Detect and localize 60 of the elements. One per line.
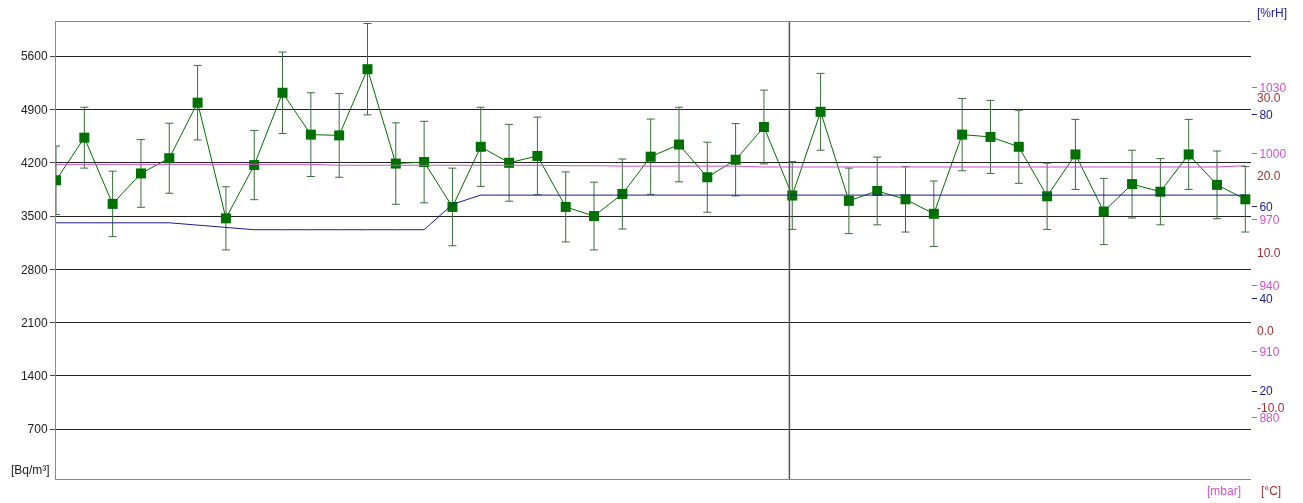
point [334, 130, 345, 141]
point [532, 150, 543, 161]
y-axis-title: [Bq/m³] [11, 463, 50, 477]
point [79, 132, 90, 143]
point [390, 158, 401, 169]
text: [°C] [1261, 484, 1282, 498]
point [815, 106, 826, 117]
y2-tick-label: 60 [1259, 199, 1274, 214]
y2-tick-label: 40 [1259, 292, 1274, 307]
point [1240, 194, 1251, 205]
point [928, 208, 939, 219]
y-tick-label: 4900 [20, 102, 48, 117]
point [957, 129, 968, 140]
text: 0.0 [1257, 324, 1275, 338]
y3-tick-label: 910 [1259, 344, 1280, 359]
point [135, 168, 146, 179]
point [730, 154, 741, 165]
point [702, 172, 713, 183]
text: -10.0 [1257, 401, 1285, 415]
point [1127, 179, 1138, 190]
point [1070, 149, 1081, 160]
y3-tick-label: 970 [1259, 212, 1280, 227]
point [475, 141, 486, 152]
y-tick-label: 2100 [20, 315, 48, 330]
y-tick-label: 4200 [20, 155, 48, 170]
text: 30.0 [1257, 91, 1281, 105]
point [645, 151, 656, 162]
point [249, 160, 260, 171]
point [220, 213, 231, 224]
y-tick-label: 700 [27, 422, 48, 437]
y2-tick-label: 20 [1259, 384, 1274, 399]
y3-axis-title: [mbar] [1207, 484, 1242, 498]
point [560, 201, 571, 212]
point [1183, 149, 1194, 160]
point [192, 97, 203, 108]
y2-tick-label: 80 [1259, 107, 1274, 122]
y-tick-label: 5600 [20, 49, 48, 64]
point [1013, 141, 1024, 152]
point [277, 87, 288, 98]
y-tick-label: 2800 [20, 262, 48, 277]
point [107, 198, 118, 209]
point [673, 139, 684, 150]
point [843, 195, 854, 206]
text: 20.0 [1257, 169, 1281, 183]
point [504, 157, 515, 168]
point [985, 131, 996, 142]
y-tick-label: 3500 [20, 209, 48, 224]
y3-tick-label: 940 [1259, 278, 1280, 293]
point [1098, 206, 1109, 217]
point [164, 153, 175, 164]
y2-axis-title: [%rH] [1257, 6, 1287, 20]
point [589, 211, 600, 222]
point [305, 129, 316, 140]
point [1212, 179, 1223, 190]
point [758, 122, 769, 133]
point [419, 157, 430, 168]
text: 10.0 [1257, 246, 1281, 260]
point [362, 64, 373, 75]
y-tick-label: 1400 [20, 369, 48, 384]
y3-tick-label: 1000 [1259, 147, 1287, 162]
